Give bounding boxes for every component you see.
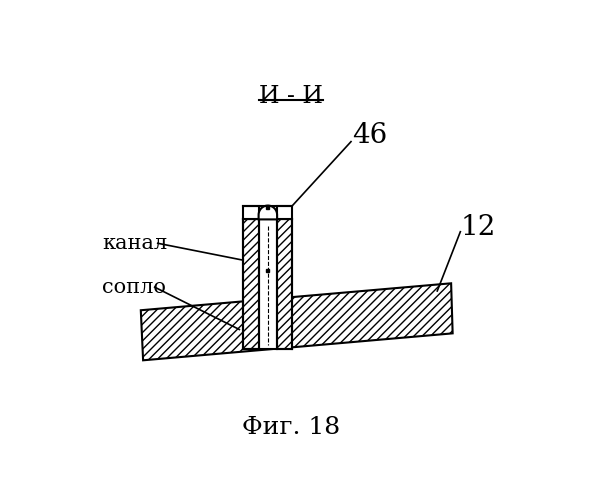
Polygon shape	[277, 220, 293, 349]
Polygon shape	[141, 284, 453, 360]
Text: 46: 46	[353, 122, 388, 149]
Polygon shape	[267, 268, 269, 272]
Polygon shape	[243, 220, 259, 349]
Text: канал: канал	[102, 234, 167, 253]
Polygon shape	[259, 206, 277, 220]
Polygon shape	[277, 206, 293, 220]
Text: 12: 12	[460, 214, 496, 242]
Polygon shape	[267, 206, 269, 210]
Text: сопло: сопло	[102, 278, 166, 296]
Text: Фиг. 18: Фиг. 18	[242, 416, 340, 438]
Polygon shape	[259, 220, 277, 349]
Polygon shape	[243, 206, 259, 220]
Text: И - И: И - И	[259, 84, 323, 108]
